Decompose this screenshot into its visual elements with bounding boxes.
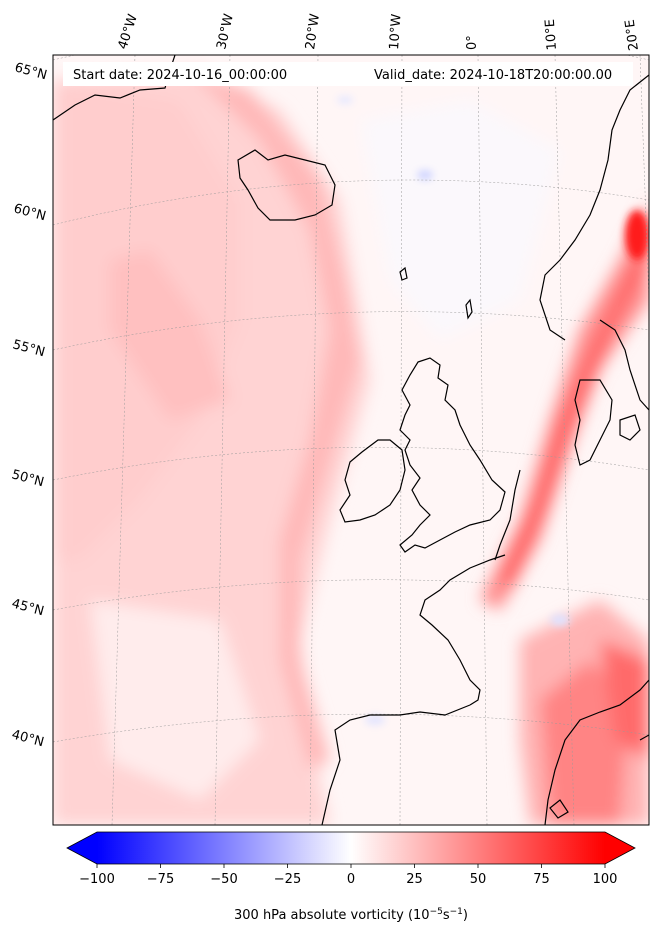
- longitude-labels: 40°W 30°W 20°W 10°W 0° 10°E 20°E: [116, 12, 642, 51]
- lon-label-20e: 20°E: [623, 18, 642, 51]
- colorbar: −100 −75 −50 −25 0 25 50 75 100 300 hPa absolute…: [66, 831, 636, 923]
- valid-date-text: Valid_date: 2024-10-18T20:00:00.00: [374, 68, 612, 83]
- lon-label-40w: 40°W: [116, 12, 141, 51]
- colorbar-tick-label: 0: [347, 872, 355, 887]
- graticule: [53, 55, 649, 825]
- colorbar-tick-label: −50: [210, 872, 237, 887]
- colorbar-tick-label: −100: [79, 872, 115, 887]
- latitude-labels: 65°N 60°N 55°N 50°N 45°N 40°N: [10, 60, 49, 750]
- lat-label-60: 60°N: [12, 201, 48, 224]
- colorbar-tick-label: 100: [593, 872, 618, 887]
- start-date-text: Start date: 2024-10-16_00:00:00: [73, 68, 287, 83]
- colorbar-label: 300 hPa absolute vorticity (10−5s−1): [234, 907, 468, 923]
- lon-label-30w: 30°W: [214, 12, 237, 50]
- map-frame: [52, 54, 650, 826]
- lat-label-50: 50°N: [10, 467, 46, 490]
- colorbar-extend-low: [67, 832, 97, 864]
- lon-label-10e: 10°E: [543, 19, 560, 51]
- colorbar-ticks: −100 −75 −50 −25 0 25 50 75 100: [79, 864, 617, 887]
- coastlines: [53, 55, 649, 825]
- colorbar-tick-label: −75: [147, 872, 174, 887]
- lon-label-10w: 10°W: [387, 13, 404, 50]
- colorbar-gradient: [97, 832, 605, 864]
- vorticity-field: [53, 55, 649, 825]
- colorbar-extend-high: [605, 832, 635, 864]
- lat-label-65: 65°N: [13, 60, 49, 83]
- lat-label-55: 55°N: [11, 337, 47, 360]
- colorbar-tick-label: 25: [406, 872, 423, 887]
- colorbar-tick-label: −25: [274, 872, 301, 887]
- colorbar-tick-label: 75: [533, 872, 550, 887]
- lat-label-45: 45°N: [10, 596, 46, 619]
- lat-label-40: 40°N: [10, 727, 46, 750]
- lon-label-20w: 20°W: [303, 13, 323, 51]
- header-box: [63, 62, 633, 86]
- lon-label-0: 0°: [465, 35, 480, 50]
- colorbar-tick-label: 50: [470, 872, 487, 887]
